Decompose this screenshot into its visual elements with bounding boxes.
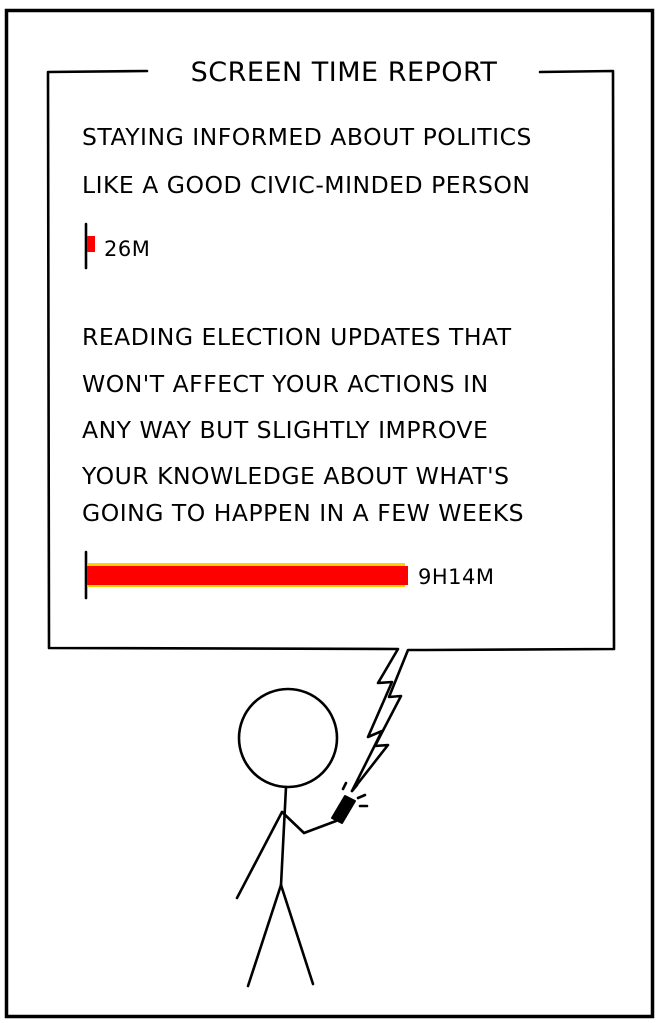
report-item-2-label-line-4: YOUR KNOWLEDGE ABOUT WHAT'S xyxy=(81,462,510,490)
report-item-2-label-line-2: WON'T AFFECT YOUR ACTIONS IN xyxy=(82,370,489,398)
report-item-2-label-line-5: GOING TO HAPPEN IN A FEW WEEKS xyxy=(82,499,524,527)
figure-left-leg xyxy=(246,883,283,988)
stick-figure-holding-phone-icon xyxy=(235,687,369,988)
figure-right-arm xyxy=(280,810,338,835)
phone-glow-icon xyxy=(341,781,369,808)
report-item-1-label-line-1: STAYING INFORMED ABOUT POLITICS xyxy=(82,123,532,151)
speech-box xyxy=(46,69,616,793)
figure-right-leg xyxy=(279,883,315,986)
report-item-1-value: 26M xyxy=(104,237,150,261)
report-item-2-bar xyxy=(87,566,408,585)
panel-border xyxy=(4,8,655,1019)
report-item-2-label-line-1: READING ELECTION UPDATES THAT xyxy=(82,323,512,351)
phone-icon xyxy=(331,795,356,824)
figure-left-arm xyxy=(235,810,284,900)
report-item-2-value: 9H14M xyxy=(418,565,495,589)
report-item-1-bar xyxy=(87,236,95,252)
panel-title: SCREEN TIME REPORT xyxy=(191,57,498,88)
report-item-2-label-line-3: ANY WAY BUT SLIGHTLY IMPROVE xyxy=(82,416,488,444)
report-item-1-label-line-2: LIKE A GOOD CIVIC-MINDED PERSON xyxy=(82,171,530,199)
figure-head xyxy=(237,687,339,789)
figure-body xyxy=(279,785,288,887)
